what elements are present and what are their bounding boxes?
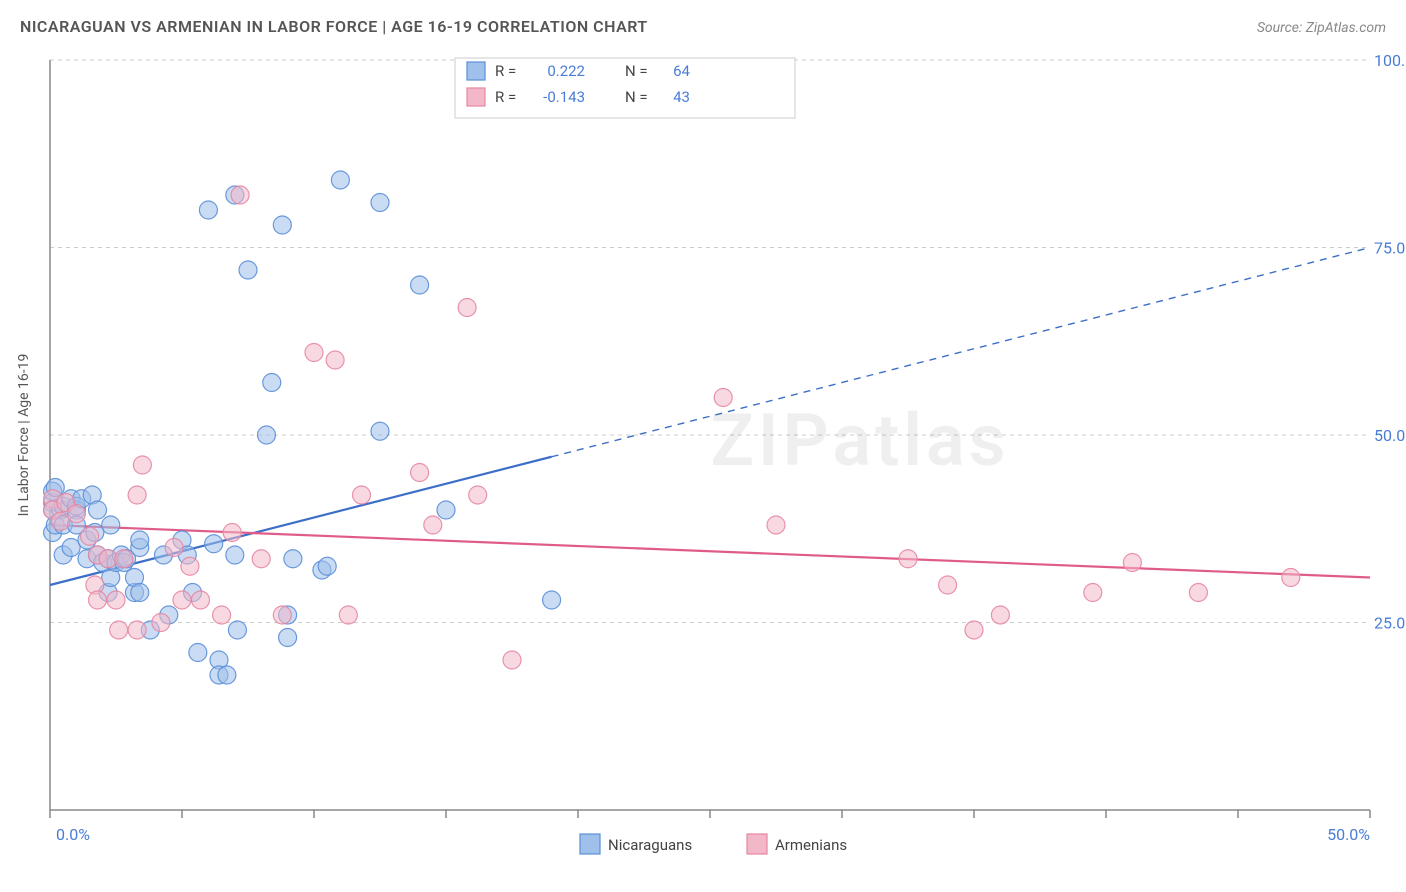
y-tick-label: 100.0% bbox=[1374, 51, 1406, 70]
legend-swatch bbox=[467, 88, 485, 106]
point-armenians bbox=[115, 550, 133, 568]
point-armenians bbox=[173, 591, 191, 609]
legend-swatch bbox=[467, 62, 485, 80]
point-armenians bbox=[1123, 554, 1141, 572]
legend-n-label: N = bbox=[625, 62, 648, 80]
point-nicaraguans bbox=[102, 516, 120, 534]
point-armenians bbox=[273, 606, 291, 624]
legend-n-value: 43 bbox=[673, 88, 690, 106]
point-nicaraguans bbox=[131, 584, 149, 602]
point-nicaraguans bbox=[318, 557, 336, 575]
point-armenians bbox=[326, 351, 344, 369]
point-nicaraguans bbox=[131, 531, 149, 549]
point-armenians bbox=[899, 550, 917, 568]
legend-n-value: 64 bbox=[673, 62, 690, 80]
point-armenians bbox=[110, 621, 128, 639]
y-axis-label: In Labor Force | Age 16-19 bbox=[16, 354, 32, 517]
point-armenians bbox=[128, 486, 146, 504]
point-armenians bbox=[223, 524, 241, 542]
y-tick-label: 25.0% bbox=[1374, 614, 1406, 633]
point-nicaraguans bbox=[199, 201, 217, 219]
point-nicaraguans bbox=[411, 276, 429, 294]
point-armenians bbox=[767, 516, 785, 534]
point-armenians bbox=[424, 516, 442, 534]
point-nicaraguans bbox=[226, 546, 244, 564]
chart-svg: 25.0% 50.0% 75.0% 100.0% 0.0% 50.0% ZIPatlas NI… bbox=[0, 0, 1406, 892]
point-armenians bbox=[128, 621, 146, 639]
point-armenians bbox=[89, 591, 107, 609]
point-armenians bbox=[458, 299, 476, 317]
legend-r-value: 0.222 bbox=[547, 62, 585, 80]
point-armenians bbox=[1189, 584, 1207, 602]
bottom-legend-label: Nicaraguans bbox=[608, 836, 692, 854]
point-nicaraguans bbox=[189, 644, 207, 662]
point-armenians bbox=[991, 606, 1009, 624]
watermark: ZIPatlas bbox=[710, 398, 1009, 483]
point-armenians bbox=[181, 557, 199, 575]
x-tick-label-min: 0.0% bbox=[56, 825, 90, 844]
point-nicaraguans bbox=[273, 216, 291, 234]
point-armenians bbox=[81, 527, 99, 545]
point-nicaraguans bbox=[89, 501, 107, 519]
point-armenians bbox=[133, 456, 151, 474]
point-nicaraguans bbox=[218, 666, 236, 684]
point-nicaraguans bbox=[62, 539, 80, 557]
regression-line-armenians bbox=[50, 525, 1370, 578]
point-nicaraguans bbox=[257, 426, 275, 444]
y-tick-label: 75.0% bbox=[1374, 239, 1406, 258]
point-armenians bbox=[339, 606, 357, 624]
point-armenians bbox=[191, 591, 209, 609]
x-tick-label-max: 50.0% bbox=[1327, 825, 1370, 844]
point-armenians bbox=[965, 621, 983, 639]
point-armenians bbox=[411, 464, 429, 482]
y-tick-label: 50.0% bbox=[1374, 426, 1406, 445]
point-nicaraguans bbox=[263, 374, 281, 392]
bottom-legend-label: Armenians bbox=[775, 836, 847, 854]
point-armenians bbox=[231, 186, 249, 204]
point-armenians bbox=[252, 550, 270, 568]
point-nicaraguans bbox=[371, 422, 389, 440]
point-armenians bbox=[165, 539, 183, 557]
point-armenians bbox=[305, 344, 323, 362]
point-armenians bbox=[213, 606, 231, 624]
point-armenians bbox=[469, 486, 487, 504]
point-armenians bbox=[503, 651, 521, 669]
point-nicaraguans bbox=[543, 591, 561, 609]
point-nicaraguans bbox=[205, 535, 223, 553]
point-armenians bbox=[1084, 584, 1102, 602]
legend-r-label: R = bbox=[495, 62, 516, 80]
point-armenians bbox=[939, 576, 957, 594]
correlation-chart: 25.0% 50.0% 75.0% 100.0% 0.0% 50.0% ZIPatlas NI… bbox=[0, 0, 1406, 892]
bottom-legend-swatch bbox=[580, 834, 600, 854]
legend-n-label: N = bbox=[625, 88, 648, 106]
point-armenians bbox=[152, 614, 170, 632]
point-armenians bbox=[67, 505, 85, 523]
point-armenians bbox=[1282, 569, 1300, 587]
legend-r-label: R = bbox=[495, 88, 516, 106]
point-armenians bbox=[107, 591, 125, 609]
point-armenians bbox=[714, 389, 732, 407]
bottom-legend-swatch bbox=[747, 834, 767, 854]
chart-title: NICARAGUAN VS ARMENIAN IN LABOR FORCE | … bbox=[20, 17, 648, 36]
point-nicaraguans bbox=[331, 171, 349, 189]
point-nicaraguans bbox=[371, 194, 389, 212]
point-nicaraguans bbox=[228, 621, 246, 639]
point-nicaraguans bbox=[239, 261, 257, 279]
legend-r-value: -0.143 bbox=[543, 88, 585, 106]
point-nicaraguans bbox=[284, 550, 302, 568]
point-nicaraguans bbox=[437, 501, 455, 519]
source-label: Source: ZipAtlas.com bbox=[1257, 20, 1386, 36]
point-armenians bbox=[52, 512, 70, 530]
point-nicaraguans bbox=[279, 629, 297, 647]
point-armenians bbox=[353, 486, 371, 504]
